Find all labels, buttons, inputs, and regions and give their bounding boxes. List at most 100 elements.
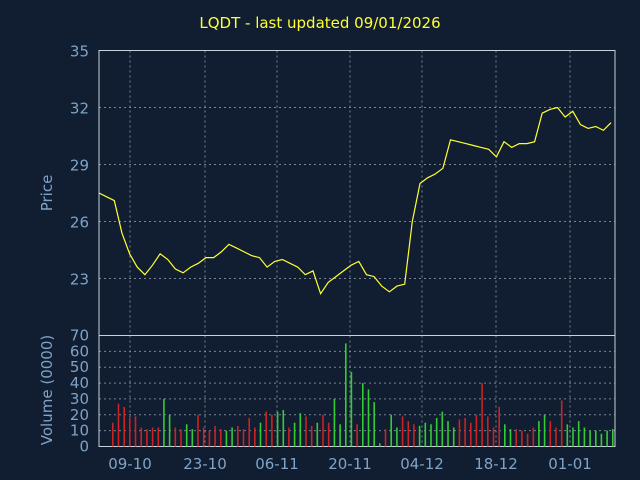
volume-bar: [333, 398, 336, 447]
volume-bar: [225, 430, 228, 447]
volume-bar: [543, 414, 546, 447]
price-tick-label: 32: [70, 100, 89, 118]
volume-bar: [532, 427, 535, 447]
volume-bar: [180, 429, 182, 447]
volume-bar: [447, 421, 449, 447]
volume-bar: [242, 429, 245, 447]
volume-bar: [384, 429, 387, 447]
volume-tick-label: 10: [70, 422, 89, 440]
volume-bar: [401, 416, 404, 447]
volume-bar: [458, 419, 461, 447]
x-tick-label: 20-11: [328, 455, 372, 473]
volume-bar: [498, 406, 500, 447]
price-panel: 35 32 29 26 23 Price: [38, 43, 616, 336]
volume-bar: [214, 425, 216, 447]
price-gridlines: [99, 50, 615, 336]
price-tick-label: 26: [70, 214, 89, 232]
price-tick-label: 23: [70, 271, 89, 289]
volume-bar: [464, 418, 466, 447]
volume-tick-label: 70: [70, 327, 89, 345]
volume-bar: [555, 427, 557, 447]
volume-bar: [475, 414, 478, 447]
volume-bar: [197, 414, 199, 447]
volume-tick-label: 30: [70, 390, 89, 408]
volume-bar: [140, 427, 142, 447]
volume-bars: [112, 343, 614, 447]
volume-bar: [367, 389, 370, 447]
volume-bar: [202, 427, 205, 447]
volume-bar: [407, 421, 410, 447]
volume-bar: [316, 422, 319, 447]
volume-bar: [282, 410, 285, 447]
volume-bar: [521, 430, 523, 447]
volume-bar: [470, 422, 472, 447]
volume-tick-label: 0: [79, 438, 89, 456]
volume-bar: [413, 424, 415, 447]
volume-bar: [151, 427, 154, 447]
volume-bar: [129, 418, 131, 447]
volume-bar: [481, 383, 483, 447]
volume-bar: [345, 343, 347, 447]
volume-bar: [174, 427, 177, 447]
price-tick-label: 29: [70, 157, 89, 175]
volume-bar: [327, 422, 330, 447]
volume-bar: [146, 429, 148, 447]
volume-bar: [322, 414, 324, 447]
volume-bar: [299, 413, 302, 447]
volume-bar: [560, 400, 563, 447]
x-tick-label: 23-10: [183, 455, 227, 473]
volume-bar: [566, 424, 569, 447]
volume-bar: [208, 430, 211, 447]
volume-bar: [356, 424, 358, 447]
x-tick-label: 06-11: [255, 455, 299, 473]
volume-bar: [418, 425, 421, 447]
volume-gridlines: [99, 335, 615, 447]
volume-bar: [583, 427, 586, 447]
volume-bar: [157, 427, 160, 447]
volume-bar: [191, 429, 194, 447]
volume-bar: [549, 421, 552, 447]
volume-axis-title: Volume (0000): [38, 335, 56, 445]
volume-bar: [538, 421, 540, 447]
volume-bar: [134, 416, 137, 447]
volume-bar: [276, 411, 279, 447]
price-line: [98, 106, 612, 296]
volume-bar: [254, 427, 256, 447]
volume-bar: [487, 416, 489, 447]
volume-bar: [396, 427, 398, 447]
volume-bar: [492, 427, 495, 447]
volume-tick-label: 50: [70, 358, 89, 376]
volume-bar: [430, 424, 432, 447]
volume-tick-label: 40: [70, 374, 89, 392]
volume-bar: [424, 422, 427, 447]
volume-bar: [163, 398, 165, 447]
volume-bar: [293, 422, 296, 447]
volume-bar: [265, 411, 267, 447]
price-plot-frame: [98, 50, 616, 336]
chart-title: LQDT - last updated 09/01/2026: [199, 14, 441, 32]
price-axis-ticks: 35 32 29 26 23: [70, 43, 89, 289]
volume-bar: [248, 418, 250, 447]
volume-bar: [185, 424, 188, 447]
volume-bar: [435, 418, 438, 447]
price-tick-label: 35: [70, 43, 89, 61]
x-tick-label: 01-01: [548, 455, 592, 473]
volume-bar: [515, 429, 517, 447]
volume-bar: [612, 429, 614, 447]
x-tick-label: 04-12: [400, 455, 444, 473]
volume-bar: [504, 424, 506, 447]
volume-bar: [350, 372, 353, 447]
volume-bar: [595, 430, 597, 447]
volume-bar: [362, 383, 364, 447]
volume-bar: [373, 402, 375, 447]
volume-bar: [112, 422, 114, 447]
volume-bar: [168, 414, 171, 447]
x-tick-label: 09-10: [108, 455, 152, 473]
volume-bar: [288, 427, 290, 447]
volume-bar: [305, 416, 307, 447]
volume-bar: [237, 425, 239, 447]
volume-bar: [452, 427, 455, 447]
